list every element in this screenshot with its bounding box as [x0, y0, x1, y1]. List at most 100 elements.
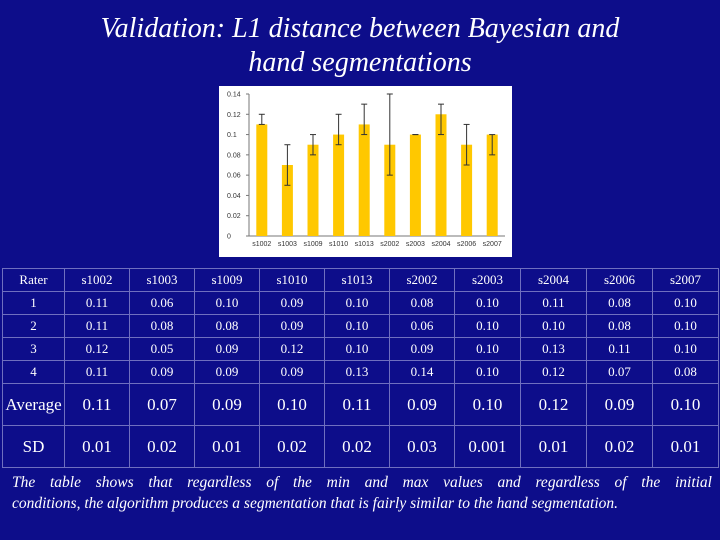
value-cell: 0.12: [64, 337, 130, 361]
table-row: 4 0.11 0.09 0.09 0.09 0.13 0.14 0.10 0.12 0.07 0.0…: [2, 360, 719, 384]
y-tick-label: 0.1: [227, 132, 237, 139]
y-tick-label: 0.14: [227, 92, 241, 99]
row-label-cell: 3: [2, 337, 65, 361]
bar: [333, 134, 345, 236]
x-tick-label: s2007: [483, 241, 502, 248]
value-cell: 0.08: [129, 314, 195, 338]
value-cell: 0.09: [389, 383, 455, 426]
slide-title-line-2: hand segmentations: [248, 47, 472, 78]
value-cell: 0.12: [520, 383, 587, 426]
bar: [435, 114, 447, 236]
table-row: 2 0.11 0.08 0.08 0.09 0.10 0.06 0.10 0.10 0.08 0.1…: [2, 314, 719, 338]
x-tick-label: s1009: [303, 241, 322, 248]
bar: [409, 134, 421, 236]
value-cell: 0.09: [194, 360, 260, 384]
x-tick-label: s2004: [431, 241, 450, 248]
slide-caption: The table shows that regardless of the m…: [12, 472, 712, 514]
value-cell: 0.09: [194, 337, 260, 361]
value-cell: 0.001: [454, 425, 521, 468]
row-label-cell: Rater: [2, 268, 65, 292]
slide-title-line-1: Validation: L1 distance between Bayesian…: [100, 13, 620, 44]
value-cell: 0.02: [259, 425, 325, 468]
value-cell: 0.06: [389, 314, 455, 338]
value-cell: 0.11: [64, 383, 130, 426]
table-row: 1 0.11 0.06 0.10 0.09 0.10 0.08 0.10 0.11 0.08 0.1…: [2, 291, 719, 315]
value-cell: 0.10: [454, 291, 521, 315]
value-cell: 0.10: [324, 337, 390, 361]
bar: [486, 134, 498, 236]
value-cell: 0.11: [64, 291, 130, 315]
value-cell: 0.10: [652, 337, 719, 361]
value-cell: s2002: [389, 268, 455, 292]
value-cell: 0.10: [652, 383, 719, 426]
value-cell: 0.10: [454, 383, 521, 426]
value-cell: 0.10: [652, 291, 719, 315]
value-cell: 0.01: [194, 425, 260, 468]
y-tick-label: 0.06: [227, 173, 241, 180]
slide-title: Validation: L1 distance between Bayesian…: [0, 12, 720, 80]
value-cell: s1009: [194, 268, 260, 292]
value-cell: 0.09: [586, 383, 653, 426]
value-cell: 0.02: [129, 425, 195, 468]
value-cell: 0.10: [324, 314, 390, 338]
x-tick-label: s2003: [406, 241, 425, 248]
value-cell: s1013: [324, 268, 390, 292]
value-cell: 0.01: [64, 425, 130, 468]
caption-line-1: The table shows that regardless of the m…: [12, 474, 712, 491]
value-cell: 0.10: [259, 383, 325, 426]
x-tick-label: s1010: [329, 241, 348, 248]
value-cell: 0.02: [324, 425, 390, 468]
value-cell: 0.10: [652, 314, 719, 338]
value-cell: s2007: [652, 268, 719, 292]
value-cell: 0.11: [64, 314, 130, 338]
value-cell: 0.09: [259, 314, 325, 338]
value-cell: 0.12: [520, 360, 587, 384]
value-cell: 0.09: [389, 337, 455, 361]
value-cell: 0.13: [520, 337, 587, 361]
value-cell: 0.09: [194, 383, 260, 426]
value-cell: 0.10: [194, 291, 260, 315]
value-cell: s2004: [520, 268, 587, 292]
bar: [281, 165, 293, 236]
bar-chart: 0.14 0.12 0.1 0.08 0.06 0.04 0.02 0 s1002 s1003 s1…: [219, 86, 512, 257]
x-tick-label: s2006: [457, 241, 476, 248]
table-summary-row: SD 0.01 0.02 0.01 0.02 0.02 0.03 0.001 0.01 0.02 0…: [2, 425, 719, 468]
value-cell: 0.05: [129, 337, 195, 361]
value-cell: 0.10: [454, 360, 521, 384]
value-cell: 0.09: [129, 360, 195, 384]
bar: [307, 144, 319, 236]
y-tick-label: 0.12: [227, 112, 241, 119]
value-cell: 0.08: [586, 291, 653, 315]
value-cell: 0.08: [194, 314, 260, 338]
value-cell: 0.01: [520, 425, 587, 468]
value-cell: 0.13: [324, 360, 390, 384]
rater-distance-table: Rater s1002 s1003 s1009 s1010 s1013 s2002 s2003…: [2, 268, 719, 468]
value-cell: 0.01: [652, 425, 719, 468]
value-cell: s2003: [454, 268, 521, 292]
row-label-cell: 1: [2, 291, 65, 315]
bar: [461, 144, 473, 236]
value-cell: s1010: [259, 268, 325, 292]
value-cell: 0.07: [129, 383, 195, 426]
table-header-row: Rater s1002 s1003 s1009 s1010 s1013 s2002 s2003…: [2, 268, 719, 292]
value-cell: 0.10: [454, 337, 521, 361]
value-cell: 0.14: [389, 360, 455, 384]
bar: [384, 144, 396, 236]
bar: [358, 124, 370, 236]
table-summary-row: Average 0.11 0.07 0.09 0.10 0.11 0.09 0.10 0.12 0…: [2, 383, 719, 426]
value-cell: 0.10: [520, 314, 587, 338]
value-cell: 0.02: [586, 425, 653, 468]
x-tick-label: s2002: [380, 241, 399, 248]
table-row: 3 0.12 0.05 0.09 0.12 0.10 0.09 0.10 0.13 0.11 0.1…: [2, 337, 719, 361]
y-tick-label: 0.04: [227, 193, 241, 200]
value-cell: 0.08: [652, 360, 719, 384]
x-tick-label: s1003: [278, 241, 297, 248]
y-tick-label: 0.02: [227, 213, 241, 220]
bar-chart-svg: 0.14 0.12 0.1 0.08 0.06 0.04 0.02 0 s1002 s1003 s1…: [227, 92, 505, 248]
row-label-cell: SD: [2, 425, 65, 468]
caption-line-2: conditions, the algorithm produces a seg…: [12, 495, 619, 512]
bar: [256, 124, 268, 236]
value-cell: s2006: [586, 268, 653, 292]
row-label-cell: 2: [2, 314, 65, 338]
x-tick-label: s1002: [252, 241, 271, 248]
